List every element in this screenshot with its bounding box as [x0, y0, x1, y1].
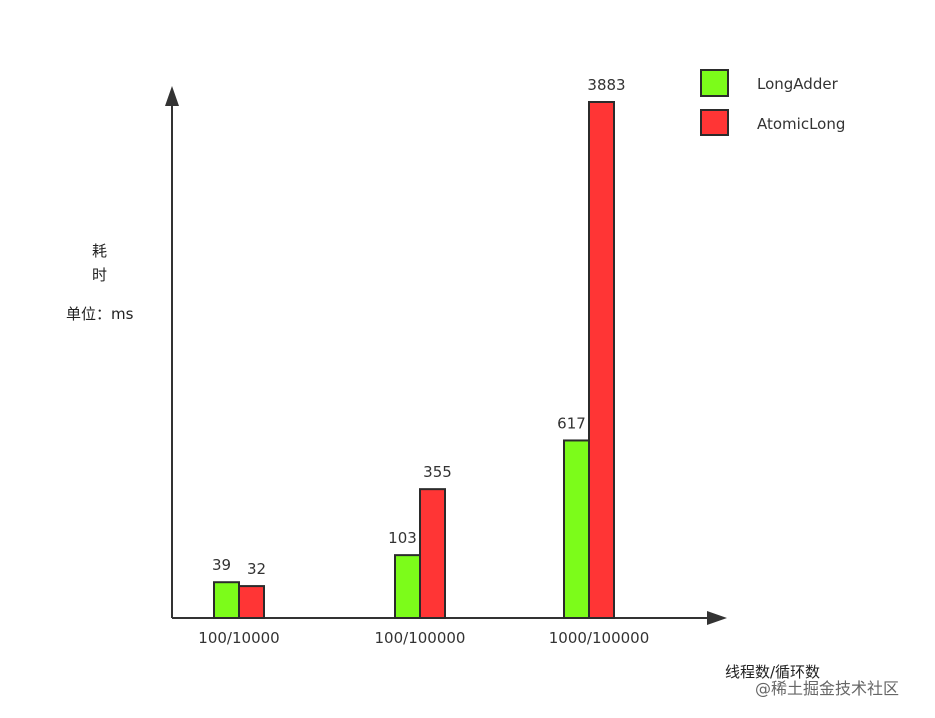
y-axis-arrow-icon: [165, 86, 179, 106]
value-label-atomiclong-2: 355: [423, 463, 452, 481]
x-axis-arrow-icon: [707, 611, 727, 625]
watermark: @稀土掘金技术社区: [755, 679, 899, 698]
bar-atomiclong-1: [238, 585, 265, 619]
bar-groups: 39 32 103 355 617 3883: [212, 76, 626, 620]
value-label-longadder-2: 103: [388, 529, 417, 547]
legend-swatch-longadder: [700, 69, 729, 97]
category-labels: 100/10000 100/100000 1000/100000: [198, 629, 649, 647]
category-label-2: 100/100000: [375, 629, 466, 647]
bar-atomiclong-2: [419, 488, 446, 619]
bar-group-3: 617 3883: [557, 76, 626, 619]
legend-label-longadder: LongAdder: [757, 75, 839, 93]
legend: LongAdder AtomicLong: [700, 69, 845, 136]
y-axis-title: 耗时: [90, 243, 108, 291]
bar-longadder-1: [213, 581, 240, 619]
value-label-longadder-1: 39: [212, 556, 231, 574]
value-label-longadder-3: 617: [557, 414, 586, 432]
legend-label-atomiclong: AtomicLong: [757, 115, 845, 133]
value-label-atomiclong-1: 32: [247, 560, 266, 578]
y-axis-unit: 单位：ms: [66, 305, 134, 323]
bar-group-1: 39 32: [212, 556, 266, 619]
y-axis: [165, 86, 179, 618]
bar-group-2: 103 355: [388, 463, 452, 620]
bar-longadder-2: [394, 554, 421, 620]
category-label-1: 100/10000: [198, 629, 279, 647]
legend-swatch-atomiclong: [700, 109, 729, 136]
bar-longadder-3: [563, 439, 590, 619]
value-label-atomiclong-3: 3883: [587, 76, 625, 94]
x-axis-title: 线程数/循环数: [725, 663, 820, 681]
category-label-3: 1000/100000: [549, 629, 650, 647]
bar-atomiclong-3: [588, 101, 615, 619]
